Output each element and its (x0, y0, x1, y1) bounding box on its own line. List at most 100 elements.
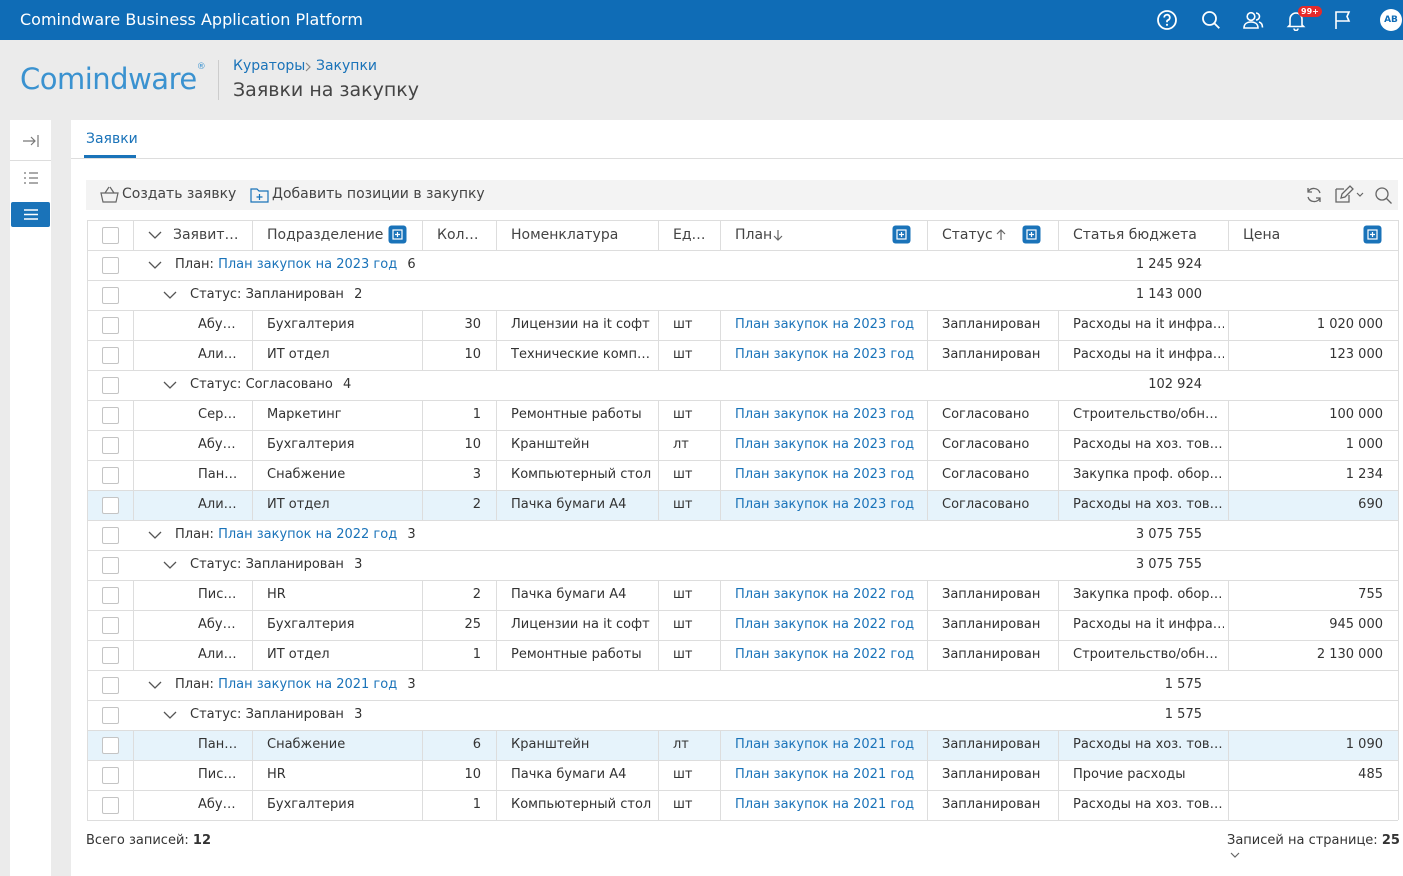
list-icon[interactable] (23, 171, 39, 185)
chevron[interactable] (148, 229, 162, 241)
plan-link[interactable]: План закупок на 2023 год (735, 317, 915, 332)
checkbox[interactable] (102, 347, 119, 364)
column-header[interactable]: План (735, 227, 773, 243)
toolbar-button[interactable]: Создать заявку (122, 186, 237, 202)
col-line (252, 640, 253, 670)
column-header[interactable]: Подразделение (267, 227, 384, 243)
checkbox[interactable] (102, 617, 119, 634)
column-action[interactable] (1022, 225, 1041, 244)
group-total: 3 075 755 (1135, 527, 1202, 542)
checkbox[interactable] (102, 467, 119, 484)
column-header[interactable]: Кол… (437, 227, 479, 243)
plan-link[interactable]: План закупок на 2023 год (735, 497, 915, 512)
column-header[interactable]: Цена (1243, 227, 1281, 243)
avatar[interactable]: AB (1380, 9, 1402, 31)
checkbox[interactable] (102, 407, 119, 424)
group-value[interactable]: План закупок на 2021 год (218, 677, 398, 692)
group-header: Статус: Запланирован 3 (190, 550, 362, 580)
plan-link[interactable]: План закупок на 2023 год (735, 347, 915, 362)
checkbox[interactable] (102, 437, 119, 454)
checkbox[interactable] (102, 767, 119, 784)
column-header[interactable]: Ед… (673, 227, 706, 243)
plan-link[interactable]: План закупок на 2023 год (735, 467, 915, 482)
col-line (133, 790, 134, 820)
plan-link[interactable]: План закупок на 2022 год (735, 587, 915, 602)
checkbox[interactable] (102, 707, 119, 724)
checkbox[interactable] (102, 557, 119, 574)
col-line (422, 580, 423, 610)
chevron[interactable] (163, 289, 177, 301)
edit-icon[interactable] (1334, 185, 1366, 204)
plan-link[interactable]: План закупок на 2023 год (735, 407, 915, 422)
checkbox[interactable] (102, 527, 119, 544)
checkbox[interactable] (102, 377, 119, 394)
column-header[interactable]: Статья бюджета (1073, 227, 1197, 243)
table-search-icon[interactable] (1374, 186, 1393, 205)
users-icon[interactable] (1242, 9, 1264, 31)
checkbox[interactable] (102, 797, 119, 814)
col-line (422, 730, 423, 760)
cell-text: шт (673, 347, 693, 362)
chevron[interactable] (163, 379, 177, 391)
col-line (720, 760, 721, 790)
column-header[interactable]: Номенклатура (511, 227, 619, 243)
group-value[interactable]: План закупок на 2023 год (218, 257, 398, 272)
cell-text: Строительство/обн… (1073, 407, 1219, 422)
active-nav[interactable] (11, 202, 50, 227)
col-line (1228, 760, 1229, 790)
cell-text: 123 000 (1329, 347, 1383, 362)
breadcrumb-link[interactable]: Закупки (316, 58, 378, 74)
search-icon[interactable] (1200, 9, 1222, 31)
breadcrumb-link[interactable]: Кураторы (233, 58, 306, 74)
column-action[interactable] (1363, 225, 1382, 244)
cell-text: Пан… (198, 467, 238, 482)
chevron[interactable] (148, 259, 162, 271)
chevron[interactable] (163, 709, 177, 721)
group-value[interactable]: План закупок на 2022 год (218, 527, 398, 542)
plan-link[interactable]: План закупок на 2023 год (735, 437, 915, 452)
checkbox[interactable] (102, 317, 119, 334)
plan-link[interactable]: План закупок на 2021 год (735, 737, 915, 752)
chevron[interactable] (148, 529, 162, 541)
toolbar-button[interactable]: Добавить позиции в закупку (272, 186, 485, 202)
cell-text: Али… (198, 347, 237, 362)
tab[interactable]: Заявки (86, 131, 138, 147)
column-action[interactable] (388, 225, 407, 244)
checkbox[interactable] (102, 647, 119, 664)
plan-link[interactable]: План закупок на 2022 год (735, 647, 915, 662)
flag-icon[interactable] (1332, 9, 1354, 31)
logo[interactable]: Comindware® (20, 62, 206, 96)
group-label: План: (175, 677, 214, 692)
chevron[interactable] (163, 559, 177, 571)
sort-indicator[interactable] (996, 229, 1006, 241)
checkbox[interactable] (102, 587, 119, 604)
row-line (87, 490, 1398, 491)
plan-link[interactable]: План закупок на 2021 год (735, 767, 915, 782)
checkbox[interactable] (102, 227, 119, 244)
plan-link[interactable]: План закупок на 2022 год (735, 617, 915, 632)
col-line (658, 580, 659, 610)
cell-text: Запланирован (942, 647, 1041, 662)
help-icon[interactable] (1156, 9, 1178, 31)
checkbox[interactable] (102, 287, 119, 304)
column-header[interactable]: Статус (942, 227, 993, 243)
column-action[interactable] (892, 225, 911, 244)
cell-text: 30 (464, 317, 481, 332)
column-header[interactable]: Заявит… (173, 227, 239, 243)
checkbox[interactable] (102, 257, 119, 274)
plan-link[interactable]: План закупок на 2021 год (735, 797, 915, 812)
chevron[interactable] (148, 679, 162, 691)
checkbox[interactable] (102, 737, 119, 754)
col-line (422, 640, 423, 670)
refresh-icon[interactable] (1305, 186, 1323, 204)
checkbox[interactable] (102, 497, 119, 514)
app-title[interactable]: Comindware Business Application Platform (20, 10, 363, 29)
page-size[interactable]: Записей на странице: 25 (1227, 833, 1403, 863)
sort-indicator[interactable] (773, 229, 783, 241)
collapse-icon[interactable] (22, 134, 40, 148)
cell-text: 945 000 (1329, 617, 1383, 632)
cell-text: Запланирован (942, 347, 1041, 362)
checkbox[interactable] (102, 677, 119, 694)
toolbar (86, 180, 1398, 210)
col-line (720, 640, 721, 670)
